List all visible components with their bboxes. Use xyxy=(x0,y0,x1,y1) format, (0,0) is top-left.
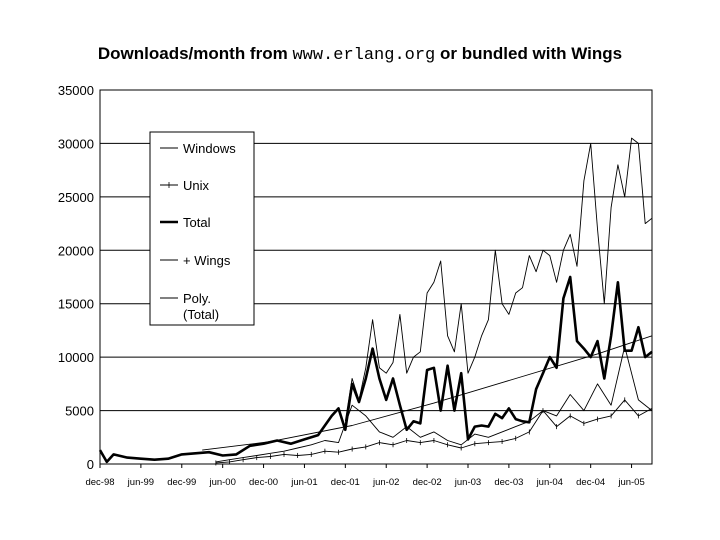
series-line xyxy=(344,137,653,422)
series-line xyxy=(215,399,653,464)
legend-label: (Total) xyxy=(183,307,219,322)
y-tick-label: 10000 xyxy=(58,350,94,365)
x-tick-label: jun-00 xyxy=(208,477,235,488)
x-tick-label: jun-04 xyxy=(536,477,563,488)
y-tick-label: 5000 xyxy=(65,404,94,419)
legend-label: Windows xyxy=(183,141,236,156)
y-tick-label: 0 xyxy=(87,457,94,472)
chart-title: Downloads/month from www.erlang.org or b… xyxy=(0,44,720,65)
title-prefix: Downloads/month from xyxy=(97,44,288,63)
y-tick-label: 15000 xyxy=(58,297,94,312)
x-tick-label: dec-02 xyxy=(413,477,442,488)
legend-label: Poly. xyxy=(183,291,211,306)
plot-frame xyxy=(99,89,653,465)
series-lines xyxy=(98,137,653,466)
y-tick-label: 30000 xyxy=(58,136,94,151)
x-tick-label: jun-02 xyxy=(372,477,399,488)
x-tick-label: jun-01 xyxy=(290,477,317,488)
x-tick-label: dec-99 xyxy=(167,477,196,488)
legend-label: Total xyxy=(183,215,211,230)
legend-label: + Wings xyxy=(183,253,231,268)
y-tick-label: 20000 xyxy=(58,243,94,258)
legend-box xyxy=(149,131,255,326)
y-tick-label: 25000 xyxy=(58,190,94,205)
series-line xyxy=(202,335,653,451)
series-line xyxy=(215,346,653,463)
x-tick-label: dec-04 xyxy=(576,477,605,488)
legend: Windows Unix Total + Wings Poly.(Total) xyxy=(149,131,255,326)
x-tick-label: dec-03 xyxy=(494,477,523,488)
title-url: www.erlang.org xyxy=(292,46,436,65)
series-line xyxy=(98,275,653,464)
x-tick-label: dec-98 xyxy=(85,477,114,488)
legend-label: Unix xyxy=(183,178,210,193)
axes: 0 5000 10000 15000 20000 25000 30000 35000 dec-9… xyxy=(58,83,653,488)
x-tick-label: dec-00 xyxy=(249,477,278,488)
x-tick-label: jun-05 xyxy=(617,477,644,488)
x-tick-label: dec-01 xyxy=(331,477,360,488)
y-tick-label: 35000 xyxy=(58,83,94,98)
x-tick-label: jun-03 xyxy=(454,477,481,488)
title-suffix: or bundled with Wings xyxy=(440,44,623,63)
x-tick-label: jun-99 xyxy=(127,477,154,488)
